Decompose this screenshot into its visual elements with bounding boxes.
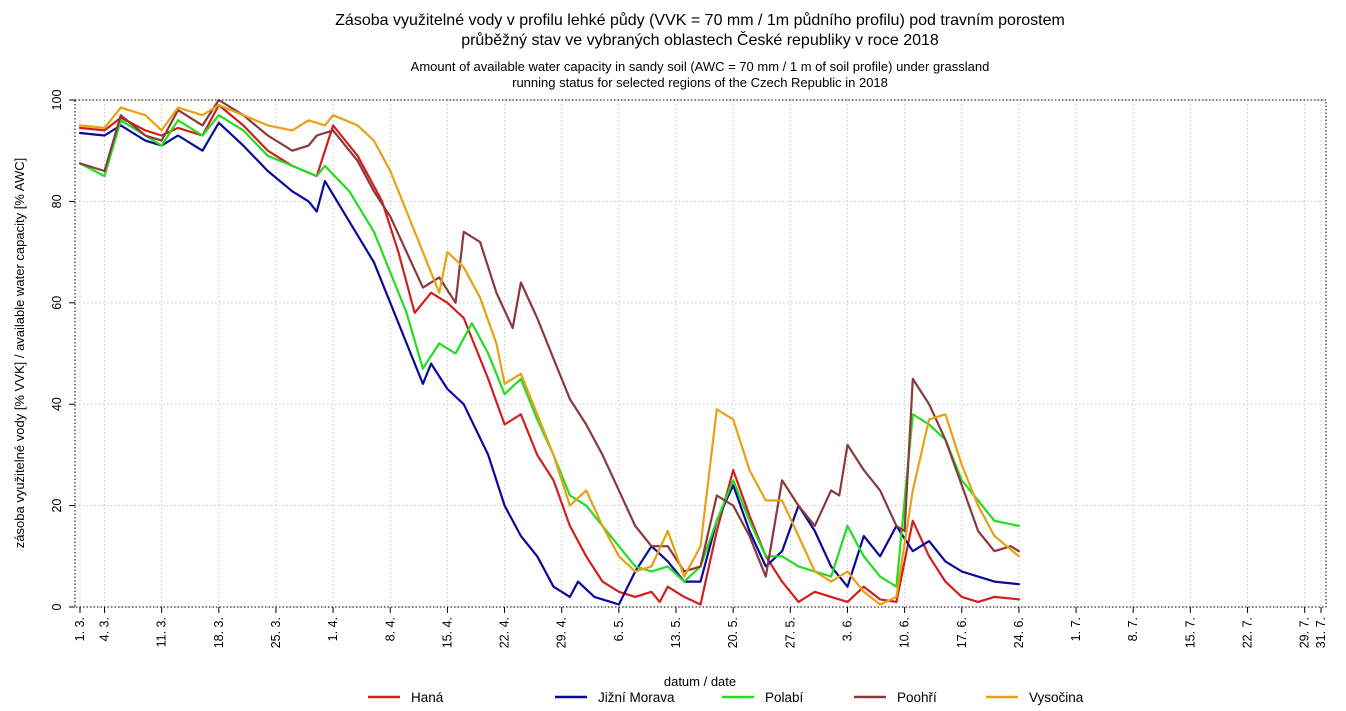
x-tick-label-4: 25. 3. — [269, 617, 283, 648]
x-tick-label-10: 6. 5. — [612, 617, 626, 641]
x-tick-label-23: 31. 7. — [1314, 617, 1328, 648]
y-tick-label-4: 80 — [50, 194, 64, 208]
x-tick-label-20: 15. 7. — [1183, 617, 1197, 648]
legend: Haná Jižní Morava Polabí Poohří Vysočina — [368, 690, 1084, 705]
chart-title-line2: průběžný stav ve vybraných oblastech Čes… — [461, 30, 939, 49]
x-tick-label-16: 17. 6. — [955, 617, 969, 648]
x-tick-label-12: 20. 5. — [726, 617, 740, 648]
x-tick-label-11: 13. 5. — [669, 617, 683, 648]
y-tick-label-2: 40 — [50, 397, 64, 411]
chart-subtitle: Amount of available water capacity in sa… — [411, 59, 990, 74]
y-tick-label-3: 60 — [50, 296, 64, 310]
x-tick-label-19: 8. 7. — [1126, 617, 1140, 641]
x-tick-label-13: 27. 5. — [783, 617, 797, 648]
plot-frame — [74, 99, 1327, 608]
x-tick-label-8: 22. 4. — [498, 617, 512, 648]
chart-subtitle-line2: running status for selected regions of t… — [512, 75, 888, 90]
legend-label-3: Poohří — [897, 690, 937, 705]
series-line-3 — [78, 98, 1021, 578]
x-tick-label-9: 29. 4. — [555, 617, 569, 648]
x-tick-label-18: 1. 7. — [1069, 617, 1083, 641]
series-lines — [78, 98, 1021, 606]
x-tick-label-15: 10. 6. — [898, 617, 912, 648]
legend-label-4: Vysočina — [1029, 690, 1084, 705]
x-tick-label-22: 29. 7. — [1298, 617, 1312, 648]
x-tick-label-6: 8. 4. — [383, 617, 397, 641]
x-tick-label-21: 22. 7. — [1241, 617, 1255, 648]
legend-label-2: Polabí — [765, 690, 804, 705]
y-tick-label-0: 0 — [50, 603, 64, 610]
x-tick-label-1: 4. 3. — [97, 617, 111, 641]
x-tick-label-0: 1. 3. — [73, 617, 87, 641]
series-line-2 — [78, 114, 1021, 588]
series-line-1 — [78, 121, 1021, 606]
y-tick-label-1: 20 — [50, 499, 64, 513]
x-tick-label-5: 1. 4. — [326, 617, 340, 641]
x-tick-label-14: 3. 6. — [840, 617, 854, 641]
chart-title: Zásoba využitelné vody v profilu lehké p… — [335, 11, 1065, 29]
y-tick-label-5: 100 — [50, 90, 64, 111]
legend-label-1: Jižní Morava — [598, 690, 675, 705]
legend-label-0: Haná — [411, 690, 444, 705]
grid — [75, 99, 1326, 608]
axes: 0 20 40 60 80 100 1. 3. 4. 3. 11. 3. 18. 3. 25. 3.… — [50, 90, 1328, 649]
y-axis-title: zásoba využitelné vody [% VVK] / availab… — [12, 158, 27, 548]
x-tick-label-2: 11. 3. — [155, 617, 169, 647]
x-axis-title: datum / date — [664, 674, 736, 689]
x-tick-label-17: 24. 6. — [1012, 617, 1026, 648]
series-line-4 — [78, 103, 1021, 606]
x-tick-label-3: 18. 3. — [212, 617, 226, 648]
x-tick-label-7: 15. 4. — [440, 617, 454, 648]
series-line-0 — [78, 103, 1021, 606]
